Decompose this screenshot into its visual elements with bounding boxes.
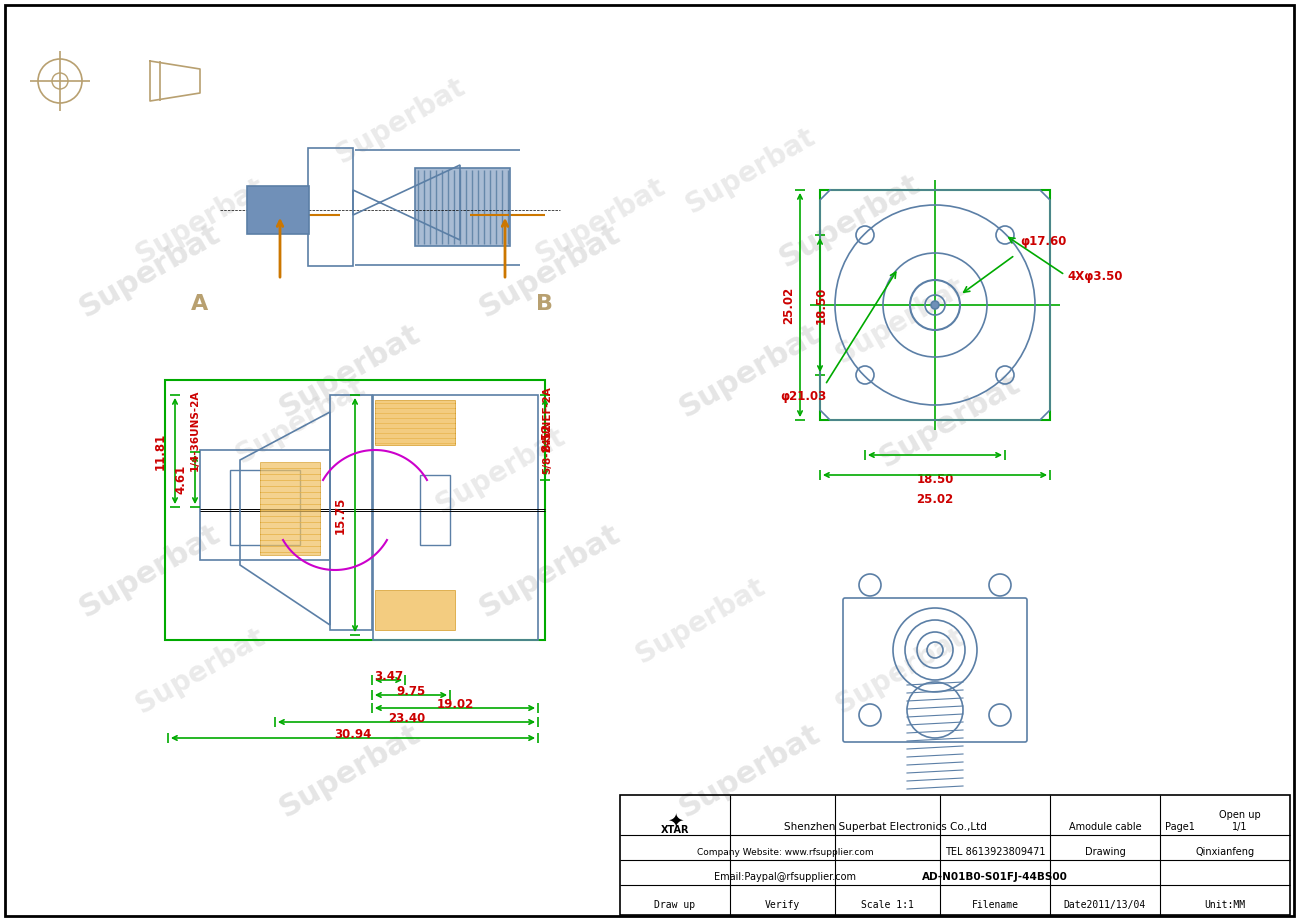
Text: Superbat: Superbat [474, 519, 626, 623]
Text: Unit:MM: Unit:MM [1204, 900, 1246, 910]
Text: Superbat: Superbat [674, 319, 826, 423]
Text: Scale 1:1: Scale 1:1 [861, 900, 914, 910]
Text: Superbat: Superbat [274, 319, 426, 423]
Text: Draw up: Draw up [655, 900, 695, 910]
Text: TEL 8613923809471: TEL 8613923809471 [944, 847, 1046, 857]
Text: Date2011/13/04: Date2011/13/04 [1064, 900, 1146, 910]
Text: B: B [536, 294, 553, 314]
Text: Superbat: Superbat [874, 369, 1026, 473]
Bar [373, 395, 538, 640]
Bar [414, 168, 511, 246]
Text: Shenzhen Superbat Electronics Co.,Ltd: Shenzhen Superbat Electronics Co.,Ltd [783, 822, 986, 832]
Text: Superbat: Superbat [830, 623, 969, 719]
Text: φ17.60: φ17.60 [1020, 235, 1066, 248]
Bar [230, 470, 300, 545]
Bar [620, 795, 1290, 915]
Bar [330, 395, 372, 630]
Text: Page1: Page1 [1165, 822, 1195, 832]
Text: Superbat: Superbat [530, 173, 669, 269]
Text: φ21.03: φ21.03 [779, 390, 826, 403]
Text: Superbat: Superbat [74, 519, 226, 623]
Text: Superbat: Superbat [330, 73, 469, 169]
Text: 3.47: 3.47 [374, 670, 403, 683]
Text: Verify: Verify [765, 900, 800, 910]
Circle shape [931, 301, 939, 309]
Text: Open up
1/1: Open up 1/1 [1220, 810, 1261, 832]
Text: Superbat: Superbat [674, 719, 826, 823]
Text: 4Xφ3.50: 4Xφ3.50 [1066, 270, 1122, 283]
Text: Drawing: Drawing [1085, 847, 1125, 857]
Text: AD-N01B0-S01FJ-44BS00: AD-N01B0-S01FJ-44BS00 [922, 872, 1068, 882]
Text: 4.61: 4.61 [174, 465, 187, 495]
Text: 25.02: 25.02 [782, 286, 795, 323]
Text: Qinxianfeng: Qinxianfeng [1195, 847, 1255, 857]
Bar [820, 190, 1050, 420]
Bar [375, 590, 455, 630]
Bar [200, 450, 330, 560]
Polygon shape [260, 462, 320, 555]
Text: 18.50: 18.50 [814, 286, 827, 323]
Text: A: A [191, 294, 209, 314]
Text: 1/4-36UNS-2A: 1/4-36UNS-2A [190, 390, 200, 471]
Text: Superbat: Superbat [274, 719, 426, 823]
Text: ✦: ✦ [666, 811, 683, 830]
Text: Superbat: Superbat [131, 173, 269, 269]
Text: 30.94: 30.94 [334, 728, 372, 741]
Text: Email:Paypal@rfsupplier.com: Email:Paypal@rfsupplier.com [714, 872, 856, 882]
Text: 25.02: 25.02 [916, 493, 953, 506]
Text: 9.75: 9.75 [396, 685, 426, 698]
Text: Amodule cable: Amodule cable [1069, 822, 1142, 832]
Text: 5/8-24UNEF-2A: 5/8-24UNEF-2A [542, 386, 552, 474]
Bar [308, 148, 353, 266]
Text: 19.02: 19.02 [436, 698, 474, 711]
Bar [414, 168, 511, 246]
Text: Superbat: Superbat [231, 373, 369, 469]
Bar [165, 380, 546, 640]
Text: Superbat: Superbat [430, 423, 569, 519]
Text: Superbat: Superbat [774, 169, 926, 273]
Text: 11.81: 11.81 [155, 432, 168, 470]
Text: 18.50: 18.50 [916, 473, 953, 486]
Text: Superbat: Superbat [474, 219, 626, 323]
Bar [247, 186, 309, 234]
Text: Company Website: www.rfsupplier.com: Company Website: www.rfsupplier.com [696, 848, 873, 857]
Text: Filename: Filename [972, 900, 1018, 910]
Text: 15.75: 15.75 [334, 496, 347, 533]
Text: Superbat: Superbat [830, 273, 969, 369]
Text: Superbat: Superbat [131, 623, 269, 719]
Text: Superbat: Superbat [74, 219, 226, 323]
Text: Superbat: Superbat [681, 122, 820, 219]
Text: 8.52: 8.52 [540, 423, 553, 452]
Text: 23.40: 23.40 [388, 712, 425, 725]
Text: Superbat: Superbat [630, 573, 769, 670]
Text: XTAR: XTAR [661, 825, 690, 835]
Bar [420, 475, 449, 545]
Bar [375, 400, 455, 445]
